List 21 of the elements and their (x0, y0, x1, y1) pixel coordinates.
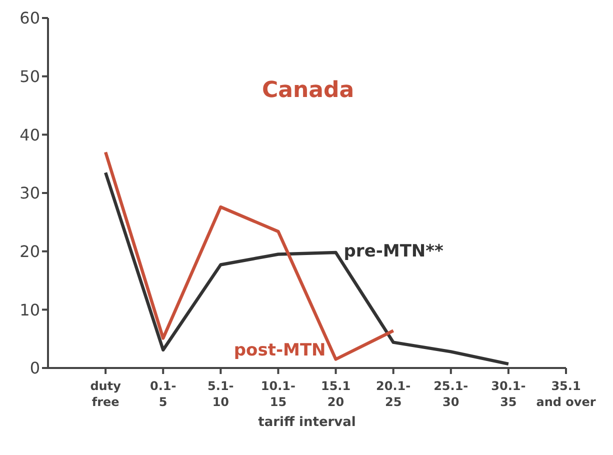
y-tick-label: 30 (20, 184, 40, 203)
y-tick-label: 20 (20, 242, 40, 262)
x-tick-label: 15.1 20 (320, 379, 351, 409)
x-tick-label: 20.1- 25 (376, 379, 411, 409)
y-tick-label: 50 (20, 67, 40, 86)
text: Canada (262, 78, 354, 103)
x-tick-label: 10.1- 15 (260, 379, 296, 409)
x-tick-label: 35.1 and over (536, 379, 596, 409)
x-tick-label: duty free (90, 379, 122, 409)
x-axis-title: tariff interval (258, 415, 356, 430)
y-tick-label: 60 (20, 8, 40, 28)
x-tick-label: 30.1- 35 (491, 379, 526, 409)
x-tick-label: 5.1- 10 (208, 379, 234, 409)
series-label: post-MTN (234, 340, 326, 360)
x-tick-label: 25.1- 30 (434, 379, 468, 409)
y-tick-label: 0 (30, 358, 40, 378)
line-series (104, 170, 510, 366)
x-tick-label: 0.1- 5 (150, 379, 176, 409)
y-tick-label: 40 (20, 125, 40, 144)
y-tick-label: 10 (20, 300, 40, 320)
series-label: pre-MTN** (344, 242, 444, 262)
